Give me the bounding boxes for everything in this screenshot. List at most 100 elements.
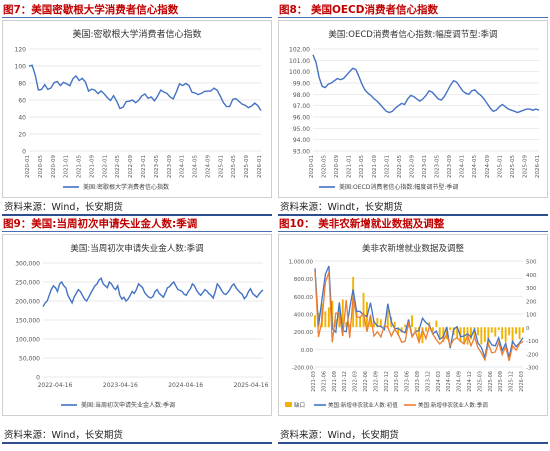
x-tick-label: 2021-01	[64, 155, 70, 178]
x-tick-label: 2020-05	[322, 155, 328, 178]
y-tick-label: 100,000	[15, 337, 40, 344]
legend-label: 美国:当周初次申请失业金人数:季调	[81, 401, 175, 409]
chart-title: 美国:密歇根大学消费者信心指数	[72, 28, 201, 40]
legend-label: 缺口	[294, 401, 305, 409]
x-tick-label: 2024-05	[472, 155, 478, 178]
gap-bar	[324, 311, 327, 328]
x-tick-label: 2025-05	[231, 155, 237, 178]
y-right-tick-label: 100	[526, 313, 537, 319]
legend-label: 美国:新增非农就业人数:季调	[418, 401, 488, 409]
legend-label: 美国:新增非农就业人数:初值	[328, 401, 398, 409]
gap-bar	[515, 327, 517, 334]
x-tick-label: 2024-12	[467, 371, 473, 392]
x-tick-label: 2024-09	[457, 371, 463, 392]
x-tick-label: 2023-09	[167, 155, 173, 178]
gap-bar	[431, 327, 434, 332]
gap-bar	[314, 315, 316, 328]
x-tick-label: 2024-04-16	[168, 382, 203, 389]
gap-bar	[442, 327, 445, 342]
figure-7-source: 资料来源：Wind，长安期货	[2, 200, 272, 216]
x-tick-label: 2025-06	[488, 371, 494, 392]
gap-bar	[497, 327, 500, 330]
y-tick-label: 100	[15, 64, 27, 71]
figure-9-caption: 图9：美国:当周初次申请失业金人数:季调	[2, 216, 272, 232]
gap-bar	[379, 319, 382, 328]
figure-9-svg: 美国:当周初次申请失业金人数:季调 0 50,000 100,000 150,000 20…	[15, 243, 268, 409]
figure-8-source: 资料来源：Windt，长安期货	[278, 200, 548, 216]
gap-bar	[487, 327, 490, 348]
y-right-tick-label: 300	[526, 286, 537, 292]
gap-bar	[477, 327, 479, 336]
gap-bar	[386, 310, 389, 328]
y-left-tick-label: 600.00	[294, 295, 314, 301]
x-tick-label: 2022-09	[409, 155, 415, 178]
x-tick-label: 2021-01	[347, 155, 353, 178]
x-tick-label: 2023-01	[141, 155, 147, 178]
figure-7-chart: 美国:密歇根大学消费者信心指数 0 20 40 60 80 100 120 2020-01 202…	[2, 20, 272, 198]
x-tick-label: 2026-03	[519, 371, 525, 392]
gap-bar	[327, 307, 330, 328]
x-tick-label: 2025-09	[498, 371, 504, 392]
x-tick-label: 2020-05	[38, 155, 44, 178]
series-line	[42, 276, 264, 308]
x-tick-label: 2023-09	[447, 155, 453, 178]
gap-bar	[334, 319, 337, 328]
figure-8-svg: 美国:OECD消费者信心指数:幅度调节型:季调 93.00 94.00 95.00 96…	[289, 29, 541, 191]
x-tick-label: 2025-05	[510, 155, 516, 178]
figure-10-chart: 美非农新增就业数据及调整 -200.00 0.00 200.00 400.00 600.0…	[278, 234, 548, 416]
x-tick-label: 2021-09	[89, 155, 95, 178]
y-right-tick-label: -200	[526, 352, 539, 358]
gap-bar	[501, 327, 504, 340]
legend-swatch	[285, 402, 292, 407]
gap-bar	[421, 327, 424, 344]
gap-bar	[341, 299, 344, 328]
x-tick-label: 2020-09	[334, 155, 340, 178]
gap-bar	[435, 320, 438, 328]
x-tick-label: 2024-09	[485, 155, 491, 178]
y-tick-label: 0	[22, 149, 26, 156]
x-tick-label: 2023-05	[435, 155, 441, 178]
x-tick-label: 2022-12	[384, 371, 390, 392]
x-tick-label: 2020-09	[51, 155, 57, 178]
x-tick-label: 2024-01	[180, 155, 186, 178]
gap-bar	[414, 327, 417, 333]
x-tick-label: 2023-12	[425, 371, 431, 392]
figure-7-caption: 图7：美国密歇根大学消费者信心指数	[2, 2, 272, 18]
gap-bar	[369, 315, 372, 328]
x-tick-label: 2023-04-16	[103, 382, 138, 389]
gap-bar	[404, 324, 407, 328]
gap-bar	[411, 315, 413, 328]
x-tick-label: 2021-03	[311, 371, 317, 392]
x-tick-label: 2022-05	[397, 155, 403, 178]
y-left-tick-label: 400.00	[294, 313, 314, 319]
gap-bar	[470, 327, 472, 340]
series-line	[312, 54, 540, 114]
figure-10-svg: 美非农新增就业数据及调整 -200.00 0.00 200.00 400.00 600.0…	[285, 243, 539, 409]
y-tick-label: 200,000	[15, 299, 40, 306]
gap-bar	[483, 327, 486, 342]
y-tick-label: 93.00	[293, 149, 310, 156]
y-tick-label: 20	[18, 132, 26, 139]
y-tick-label: 95.00	[293, 126, 310, 133]
x-tick-label: 2023-01	[422, 155, 428, 178]
x-tick-label: 2023-09	[415, 371, 421, 392]
x-tick-label: 2022-06	[363, 371, 369, 392]
y-tick-label: 97.00	[293, 103, 310, 110]
gap-bar	[490, 327, 493, 333]
y-right-tick-label: 200	[526, 299, 537, 305]
series-line	[314, 265, 524, 361]
x-tick-label: 2021-05	[77, 155, 83, 178]
gap-bar	[397, 327, 400, 336]
gap-bar	[480, 327, 483, 345]
x-tick-label: 2024-01	[460, 155, 466, 178]
x-tick-label: 2026-01	[535, 155, 541, 178]
x-tick-label: 2022-09	[373, 371, 379, 392]
y-tick-label: 80	[18, 81, 26, 88]
gap-bar	[425, 327, 427, 332]
x-tick-label: 2024-06	[446, 371, 452, 392]
y-tick-label: 150,000	[15, 318, 40, 325]
x-tick-label: 2021-09	[332, 371, 338, 392]
gap-bar	[418, 327, 420, 341]
gap-bar	[373, 320, 375, 328]
y-right-tick-label: 400	[526, 273, 537, 279]
